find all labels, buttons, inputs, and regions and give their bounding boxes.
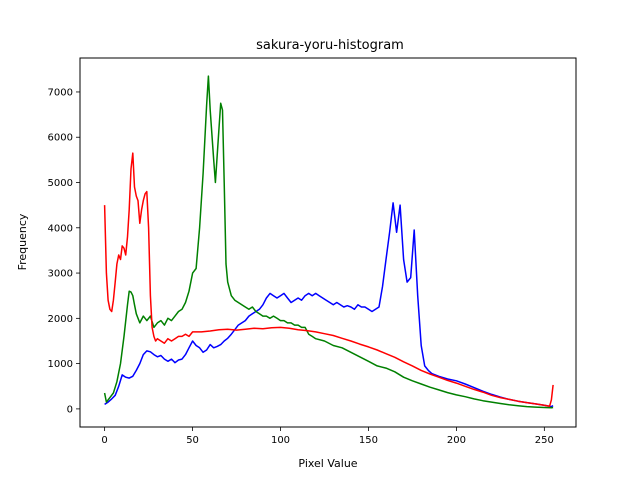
y-tick-label-6000: 6000 — [48, 133, 73, 144]
series-line-2 — [103, 75, 554, 409]
series-line-3 — [103, 152, 554, 407]
plot-frame — [79, 57, 577, 428]
y-tick-label-4000: 4000 — [48, 223, 73, 234]
x-axis-ticks: 0 50 100 150 200 250 — [101, 427, 554, 446]
x-tick-label-50: 50 — [186, 435, 199, 446]
x-tick-label-100: 100 — [271, 435, 290, 446]
x-tick-label-200: 200 — [447, 435, 466, 446]
x-tick-label-150: 150 — [359, 435, 378, 446]
x-axis-title: Pixel Value — [298, 457, 357, 470]
x-tick-label-250: 250 — [535, 435, 554, 446]
y-tick-label-1000: 1000 — [48, 359, 73, 370]
y-axis-ticks: 0 1000 2000 3000 4000 5000 6000 7000 — [48, 87, 80, 415]
y-tick-label-0: 0 — [67, 404, 73, 415]
series-line-1 — [104, 202, 554, 408]
y-tick-label-5000: 5000 — [48, 178, 73, 189]
y-axis-title: Frequency — [16, 213, 29, 270]
x-tick-label-0: 0 — [101, 435, 107, 446]
chart-title: sakura-yoru-histogram — [256, 38, 404, 53]
y-tick-label-7000: 7000 — [48, 87, 73, 98]
y-tick-label-3000: 3000 — [48, 269, 73, 280]
y-tick-label-2000: 2000 — [48, 314, 73, 325]
plot-series-group — [103, 75, 554, 409]
